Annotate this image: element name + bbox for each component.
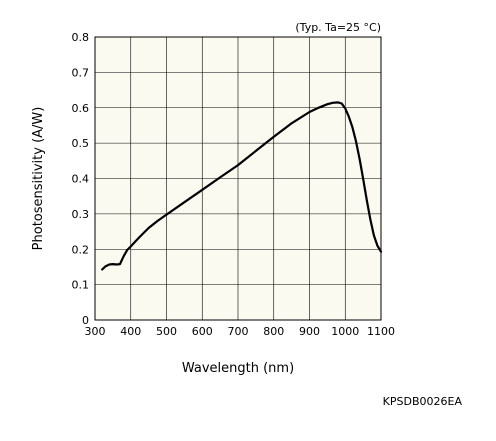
y-tick-label: 0.3 [72, 208, 90, 221]
x-tick-label: 300 [85, 325, 106, 338]
y-tick-label: 0.5 [72, 137, 90, 150]
y-tick-label: 0.6 [72, 102, 90, 115]
y-tick-label: 0 [82, 314, 89, 327]
y-tick-label: 0.7 [72, 66, 90, 79]
x-tick-label: 800 [263, 325, 284, 338]
x-tick-label: 1100 [367, 325, 395, 338]
y-axis-label: Photosensitivity (A/W) [31, 107, 46, 251]
photosensitivity-curve [101, 101, 383, 271]
x-tick-label: 1000 [331, 325, 359, 338]
y-tick-label: 0.8 [72, 31, 90, 44]
condition-note: (Typ. Ta=25 °C) [295, 21, 381, 34]
x-tick-label: 900 [299, 325, 320, 338]
x-tick-label: 600 [192, 325, 213, 338]
figure-code: KPSDB0026EA [383, 395, 463, 408]
grid-lines [94, 36, 382, 321]
y-tick-label: 0.1 [72, 279, 90, 292]
x-tick-label: 400 [120, 325, 141, 338]
y-tick-label: 0.2 [72, 243, 90, 256]
y-tick-label: 0.4 [72, 173, 90, 186]
x-tick-label: 500 [156, 325, 177, 338]
y-axis-ticks: 0 0.1 0.2 0.3 0.4 0.5 0.6 0.7 0.8 [72, 31, 90, 327]
x-axis-ticks: 300 400 500 600 700 800 900 1000 1100 [85, 325, 396, 338]
x-tick-label: 700 [228, 325, 249, 338]
x-axis-label: Wavelength (nm) [182, 361, 294, 376]
